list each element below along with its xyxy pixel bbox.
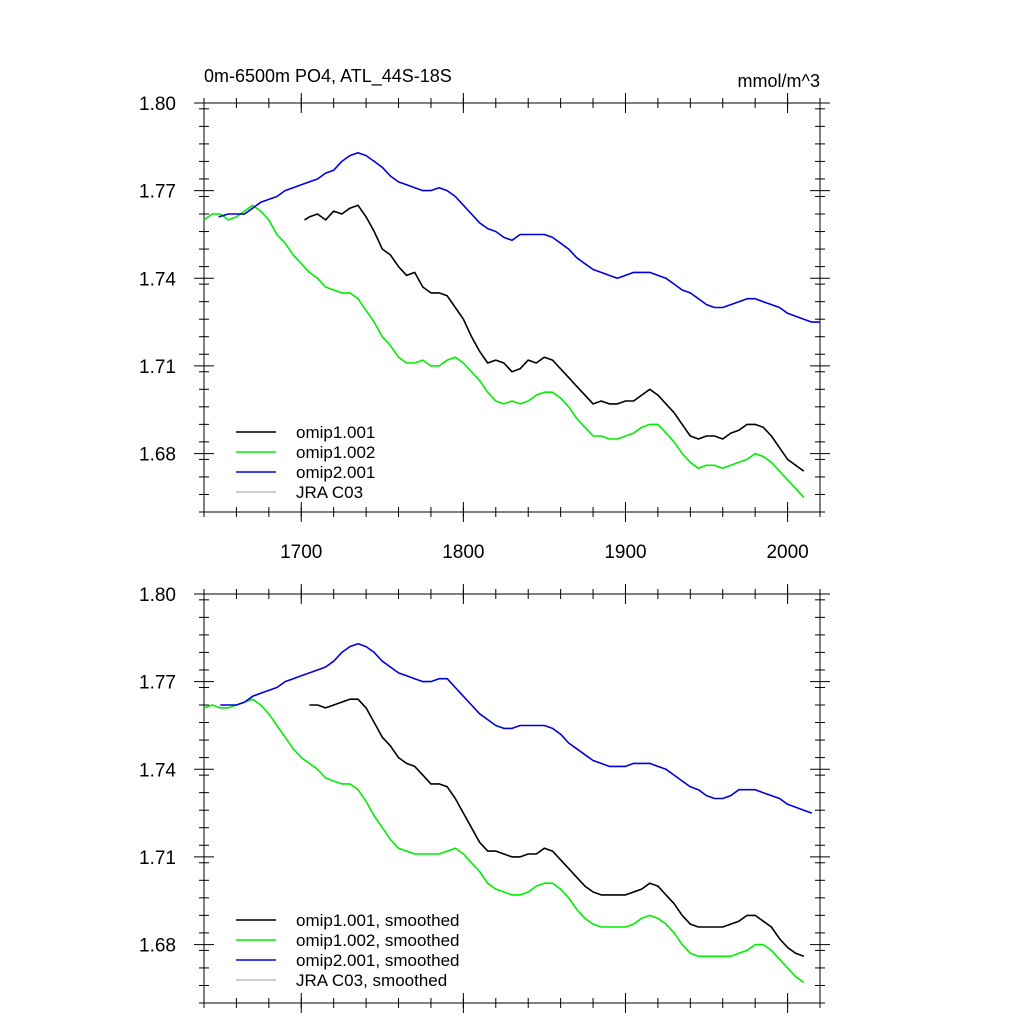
series-line-2	[220, 642, 813, 814]
legend-label: omip1.001	[296, 423, 375, 442]
plot-frame	[203, 593, 821, 1004]
series-line-0	[309, 698, 805, 958]
legend-label: JRA C03	[296, 483, 363, 502]
x-tick-label: 1800	[442, 542, 484, 563]
chart-title: 0m-6500m PO4, ATL_44S-18S	[204, 66, 452, 87]
y-tick-label: 1.74	[139, 760, 176, 781]
y-tick-label: 1.77	[139, 673, 176, 694]
legend-label: omip2.001, smoothed	[296, 951, 460, 970]
legend-label: omip1.002	[296, 443, 375, 462]
legend-label: JRA C03, smoothed	[296, 971, 447, 990]
series-line-1	[203, 698, 805, 984]
y-tick-label: 1.80	[139, 94, 176, 115]
y-tick-label: 1.71	[139, 848, 176, 869]
x-tick-label: 1900	[604, 542, 646, 563]
legend-label: omip1.002, smoothed	[296, 931, 460, 950]
y-tick-label: 1.68	[139, 936, 176, 957]
units-label: mmol/m^3	[738, 71, 820, 91]
y-tick-label: 1.71	[139, 357, 176, 378]
series-line-1	[203, 204, 805, 498]
y-tick-label: 1.80	[139, 585, 176, 606]
series-line-0	[304, 204, 805, 472]
legend-label: omip1.001, smoothed	[296, 911, 460, 930]
top-panel: 1.80 1.77 1.74 1.71 1.68 1700 1800 1900 2000 omip…	[139, 93, 830, 563]
y-tick-label: 1.74	[139, 269, 176, 290]
series-line-2	[218, 151, 820, 323]
plot-frame	[203, 102, 821, 513]
y-tick-label: 1.77	[139, 182, 176, 203]
x-tick-label: 2000	[766, 542, 808, 563]
y-tick-label: 1.68	[139, 445, 176, 466]
legend-label: omip2.001	[296, 463, 375, 482]
x-tick-label: 1700	[280, 542, 322, 563]
